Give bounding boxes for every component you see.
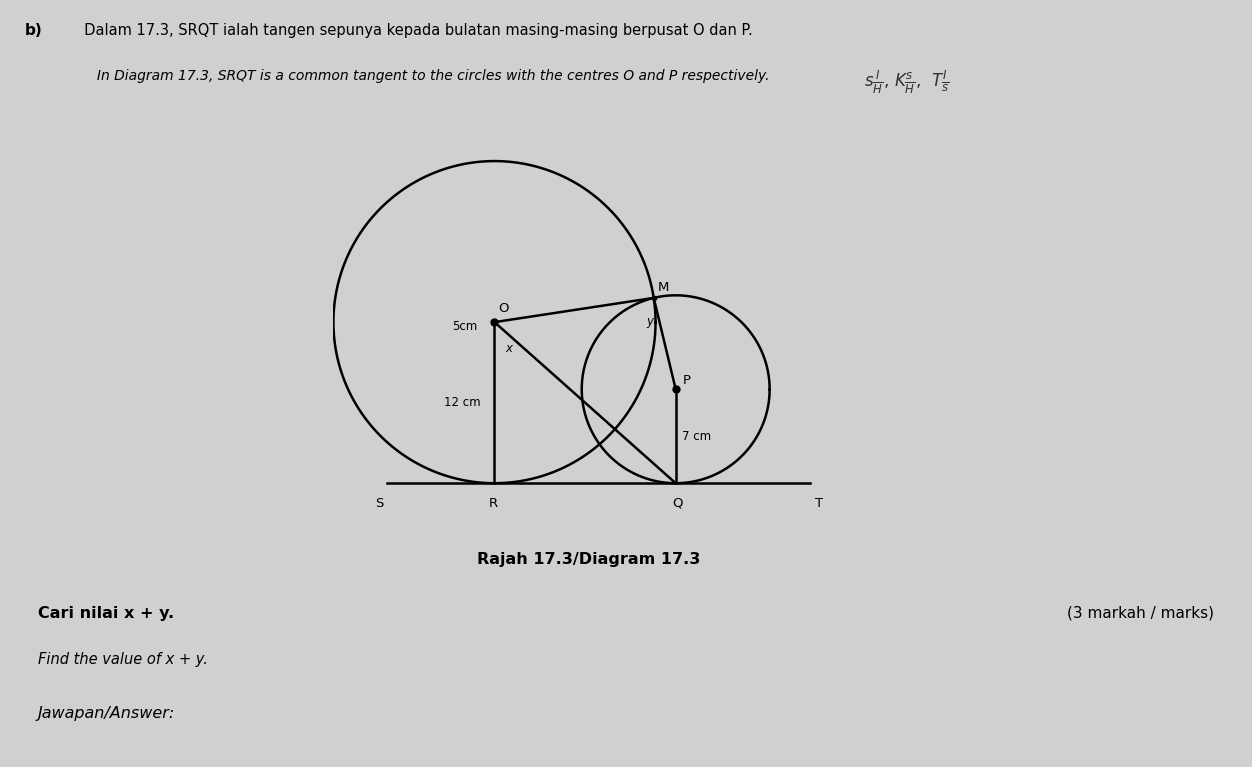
Text: (3 markah / marks): (3 markah / marks) [1068, 606, 1214, 621]
Text: Cari nilai x + y.: Cari nilai x + y. [38, 606, 174, 621]
Text: P: P [682, 374, 690, 387]
Text: $s\frac{I}{H}$, $K\frac{s}{H}$,  $T\frac{I}{s}$: $s\frac{I}{H}$, $K\frac{s}{H}$, $T\frac{… [864, 69, 950, 97]
Text: O: O [498, 302, 510, 315]
Text: T: T [815, 497, 824, 509]
Text: b): b) [25, 23, 43, 38]
Text: Q: Q [672, 497, 682, 509]
Text: In Diagram 17.3, SRQT is a common tangent to the circles with the centres O and : In Diagram 17.3, SRQT is a common tangen… [75, 69, 770, 83]
Text: R: R [488, 497, 498, 509]
Text: Find the value of x + y.: Find the value of x + y. [38, 652, 208, 667]
Text: S: S [374, 497, 383, 509]
Text: M: M [657, 281, 669, 294]
Text: Dalam 17.3, SRQT ialah tangen sepunya kepada bulatan masing-masing berpusat O da: Dalam 17.3, SRQT ialah tangen sepunya ke… [75, 23, 752, 38]
Text: x: x [506, 342, 512, 355]
Text: 5cm: 5cm [452, 320, 477, 333]
Text: Jawapan/Answer:: Jawapan/Answer: [38, 706, 175, 721]
Text: 7 cm: 7 cm [682, 430, 711, 443]
Text: Rajah 17.3/Diagram 17.3: Rajah 17.3/Diagram 17.3 [477, 552, 700, 568]
Text: 12 cm: 12 cm [444, 397, 481, 409]
Text: y: y [646, 315, 654, 328]
